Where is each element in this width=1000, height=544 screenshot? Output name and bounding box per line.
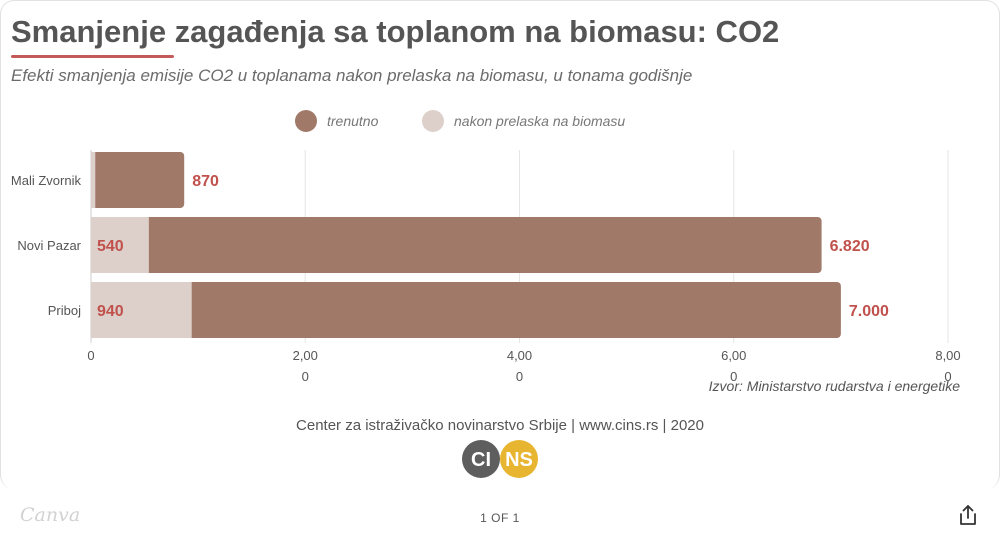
data-label-after: 40 (91, 135, 109, 138)
share-icon[interactable] (956, 503, 980, 527)
legend-item-current: trenutno (295, 108, 378, 134)
data-label-after: 540 (97, 238, 124, 255)
svg-text:CI: CI (471, 449, 491, 471)
category-label: Priboj (48, 303, 81, 318)
data-label-current: 6.820 (830, 238, 870, 255)
x-tick-label: 2,00 (293, 348, 318, 363)
bar-after (91, 282, 192, 338)
x-tick-label: 0 (87, 348, 94, 363)
x-tick-label-continued: 0 (302, 369, 309, 384)
legend-swatch-after (422, 110, 444, 132)
category-label: Novi Pazar (17, 238, 81, 253)
x-tick-label: 4,00 (507, 348, 532, 363)
data-label-current: 7.000 (849, 303, 889, 320)
x-tick-label-continued: 0 (516, 369, 523, 384)
source-note: Izvor: Ministarstvo rudarstva i energeti… (708, 378, 960, 394)
bar-after (91, 152, 96, 208)
bar-after (91, 217, 149, 273)
title-underline (11, 55, 174, 58)
chart-title: Smanjenje zagađenja sa toplanom na bioma… (11, 14, 780, 49)
legend-label-current: trenutno (327, 113, 379, 129)
data-label-current: 870 (192, 173, 219, 190)
bar-current (91, 217, 822, 273)
page-indicator: 1 OF 1 (480, 511, 520, 525)
x-tick-label-continued: 0 (944, 369, 951, 384)
bar-current (91, 282, 841, 338)
legend-label-after: nakon prelaska na biomasu (454, 113, 626, 129)
legend-item-after: nakon prelaska na biomasu (422, 108, 625, 134)
data-label-after: 940 (97, 303, 124, 320)
x-tick-label: 8,00 (935, 348, 960, 363)
cins-logo: CI NS (462, 440, 538, 478)
x-tick-label: 6,00 (721, 348, 746, 363)
credit-line: Center za istraživačko novinarstvo Srbij… (296, 417, 704, 434)
chart-subtitle: Efekti smanjenja emisije CO2 u toplanama… (11, 66, 693, 85)
svg-text:NS: NS (505, 449, 533, 471)
bar-current (91, 152, 185, 208)
legend-swatch-current (295, 110, 317, 132)
viewer-footer (0, 488, 1000, 544)
x-tick-label-continued: 0 (730, 369, 737, 384)
bar-chart: 0 2,00 0 4,00 0 6,00 0 8,00 0 Mali Zvornik 870 40 No… (11, 135, 961, 384)
canva-logo[interactable]: Canva (20, 504, 81, 526)
category-label: Mali Zvornik (11, 173, 82, 188)
